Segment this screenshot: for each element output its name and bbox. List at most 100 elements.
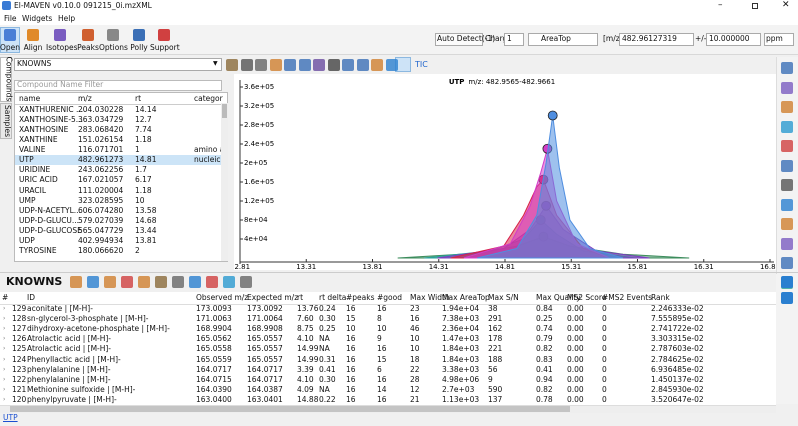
results-column-header[interactable]: Max Width <box>410 293 450 302</box>
results-column-header[interactable]: rt delta <box>319 293 347 302</box>
results-cell[interactable]: sn-glycerol-3-phosphate | [M-H]- <box>27 314 149 324</box>
toolbar-icon[interactable] <box>107 29 119 41</box>
results-tool-icon[interactable] <box>87 276 99 288</box>
menu-item[interactable]: Help <box>58 14 76 23</box>
compound-cell[interactable]: VALINE <box>19 145 46 155</box>
expand-arrow[interactable]: › <box>3 375 6 383</box>
compound-cell[interactable]: XANTHOSINE <box>19 125 69 135</box>
close-button[interactable]: ✕ <box>782 0 790 10</box>
maximize-button[interactable] <box>752 3 758 9</box>
toolbar-icon[interactable] <box>54 29 66 41</box>
side-tool-icon[interactable] <box>781 237 793 250</box>
compound-cell[interactable]: UDP <box>19 235 35 245</box>
toolbar-label[interactable]: Options <box>99 43 128 52</box>
results-column-header[interactable]: #peaks <box>346 293 375 302</box>
results-column-header[interactable]: Rank <box>651 293 670 302</box>
results-cell[interactable]: phenylpyruvate | [M-H]- <box>27 394 117 404</box>
expand-arrow[interactable]: › <box>3 385 6 393</box>
results-tool-icon[interactable] <box>223 276 235 288</box>
results-column-header[interactable]: Max S/N <box>488 293 519 302</box>
side-tool-icon[interactable] <box>781 218 793 230</box>
compound-cell[interactable]: TYROSINE <box>19 245 57 255</box>
results-tool-icon[interactable] <box>70 276 82 288</box>
charge-spinbox[interactable] <box>504 33 524 46</box>
results-tool-icon[interactable] <box>206 276 218 288</box>
results-tool-icon[interactable] <box>189 276 201 288</box>
unit-select[interactable] <box>764 33 794 46</box>
results-column-header[interactable]: ID <box>27 293 35 302</box>
toolbar-label[interactable]: Support <box>150 43 180 52</box>
filter-input[interactable] <box>14 80 222 91</box>
compound-cell[interactable]: UTP <box>19 155 34 165</box>
expand-arrow[interactable]: › <box>3 335 6 343</box>
compounds-tab[interactable] <box>0 57 12 102</box>
results-tool-icon[interactable] <box>172 276 184 288</box>
chart-tool-icon[interactable] <box>342 59 354 71</box>
side-tool-icon[interactable] <box>781 81 793 94</box>
chart-tool-icon[interactable] <box>240 59 253 71</box>
results-cell[interactable]: phenylalanine | [M-H]- <box>27 374 111 384</box>
compound-cell[interactable]: XANTHINE <box>19 135 58 145</box>
chart-tool-icon[interactable] <box>255 59 267 71</box>
samples-tab[interactable] <box>0 103 12 139</box>
side-tool-icon[interactable] <box>781 159 793 172</box>
compound-cell[interactable]: URIDINE <box>19 165 51 175</box>
compound-cell[interactable]: URIC ACID <box>19 175 58 185</box>
expand-arrow[interactable]: › <box>3 305 6 312</box>
quant-type-select[interactable] <box>528 33 598 46</box>
tic-button[interactable]: TIC <box>415 60 428 69</box>
expand-arrow[interactable]: › <box>3 365 6 373</box>
toolbar-icon[interactable] <box>82 29 94 41</box>
results-column-header[interactable]: Max AreaTop <box>442 293 490 302</box>
toolbar-icon[interactable] <box>133 29 145 41</box>
results-column-header[interactable]: Max Quality <box>536 293 581 302</box>
menu-item[interactable]: File <box>4 14 17 23</box>
results-column-header[interactable]: #good <box>377 293 402 302</box>
results-column-header[interactable]: Observed m/z <box>196 293 249 302</box>
results-tool-icon[interactable] <box>121 276 133 288</box>
minimize-button[interactable]: – <box>718 0 723 10</box>
chart-tool-icon[interactable] <box>356 59 369 71</box>
results-cell[interactable]: phenylalanine | [M-H]- <box>27 364 111 374</box>
toolbar-icon[interactable] <box>27 29 39 41</box>
results-cell[interactable]: dihydroxy-acetone-phosphate | [M-H]- <box>27 324 170 334</box>
scrollbar-thumb[interactable] <box>10 406 570 412</box>
results-cell[interactable]: Atrolactic acid | [M-H]- <box>27 344 112 354</box>
chart-tool-icon[interactable] <box>313 59 325 71</box>
side-tool-icon[interactable] <box>781 198 793 211</box>
toolbar-label[interactable]: Align <box>23 43 43 52</box>
expand-arrow[interactable]: › <box>3 325 6 333</box>
toolbar-label[interactable]: Peaks <box>77 43 99 52</box>
side-tool-icon[interactable] <box>781 179 793 191</box>
auto-detect-button[interactable] <box>435 33 483 46</box>
results-cell[interactable]: aconitate | [M-H]- <box>27 304 93 313</box>
chart-tool-icon[interactable] <box>269 59 282 71</box>
results-side-icon[interactable] <box>781 276 793 288</box>
results-cell[interactable]: Phenyllactic acid | [M-H]- <box>27 354 121 364</box>
chart-tool-icon[interactable] <box>385 59 398 71</box>
compound-cell[interactable]: XANTHOSINE-5... <box>19 115 83 125</box>
selected-row[interactable] <box>15 155 221 166</box>
results-cell[interactable]: Methionine sulfoxide | [M-H]- <box>27 384 136 394</box>
results-column-header[interactable]: rt <box>297 293 304 302</box>
toolbar-label[interactable]: Open <box>0 43 21 52</box>
menu-item[interactable]: Widgets <box>22 14 53 23</box>
side-tool-icon[interactable] <box>781 101 793 113</box>
results-column-header[interactable]: # <box>2 293 9 302</box>
side-tool-icon[interactable] <box>781 62 793 74</box>
results-tool-icon[interactable] <box>104 276 116 288</box>
chart-tool-icon[interactable] <box>298 59 311 71</box>
chart-tool-icon[interactable] <box>327 59 340 71</box>
side-tool-icon[interactable] <box>781 140 793 152</box>
expand-arrow[interactable]: › <box>3 315 6 323</box>
side-tool-icon[interactable] <box>781 257 793 269</box>
toolbar-icon[interactable] <box>4 29 16 41</box>
compound-cell[interactable]: UDP-N-ACETYL... <box>19 205 81 215</box>
compound-cell[interactable]: URACIL <box>19 185 47 195</box>
chart-tool-icon[interactable] <box>284 59 296 71</box>
results-cell[interactable]: Atrolactic acid | [M-H]- <box>27 334 112 344</box>
expand-arrow[interactable]: › <box>3 345 6 353</box>
scrollbar-thumb[interactable] <box>222 104 227 118</box>
chart-tool-icon[interactable] <box>226 59 238 71</box>
expand-arrow[interactable]: › <box>3 395 6 403</box>
